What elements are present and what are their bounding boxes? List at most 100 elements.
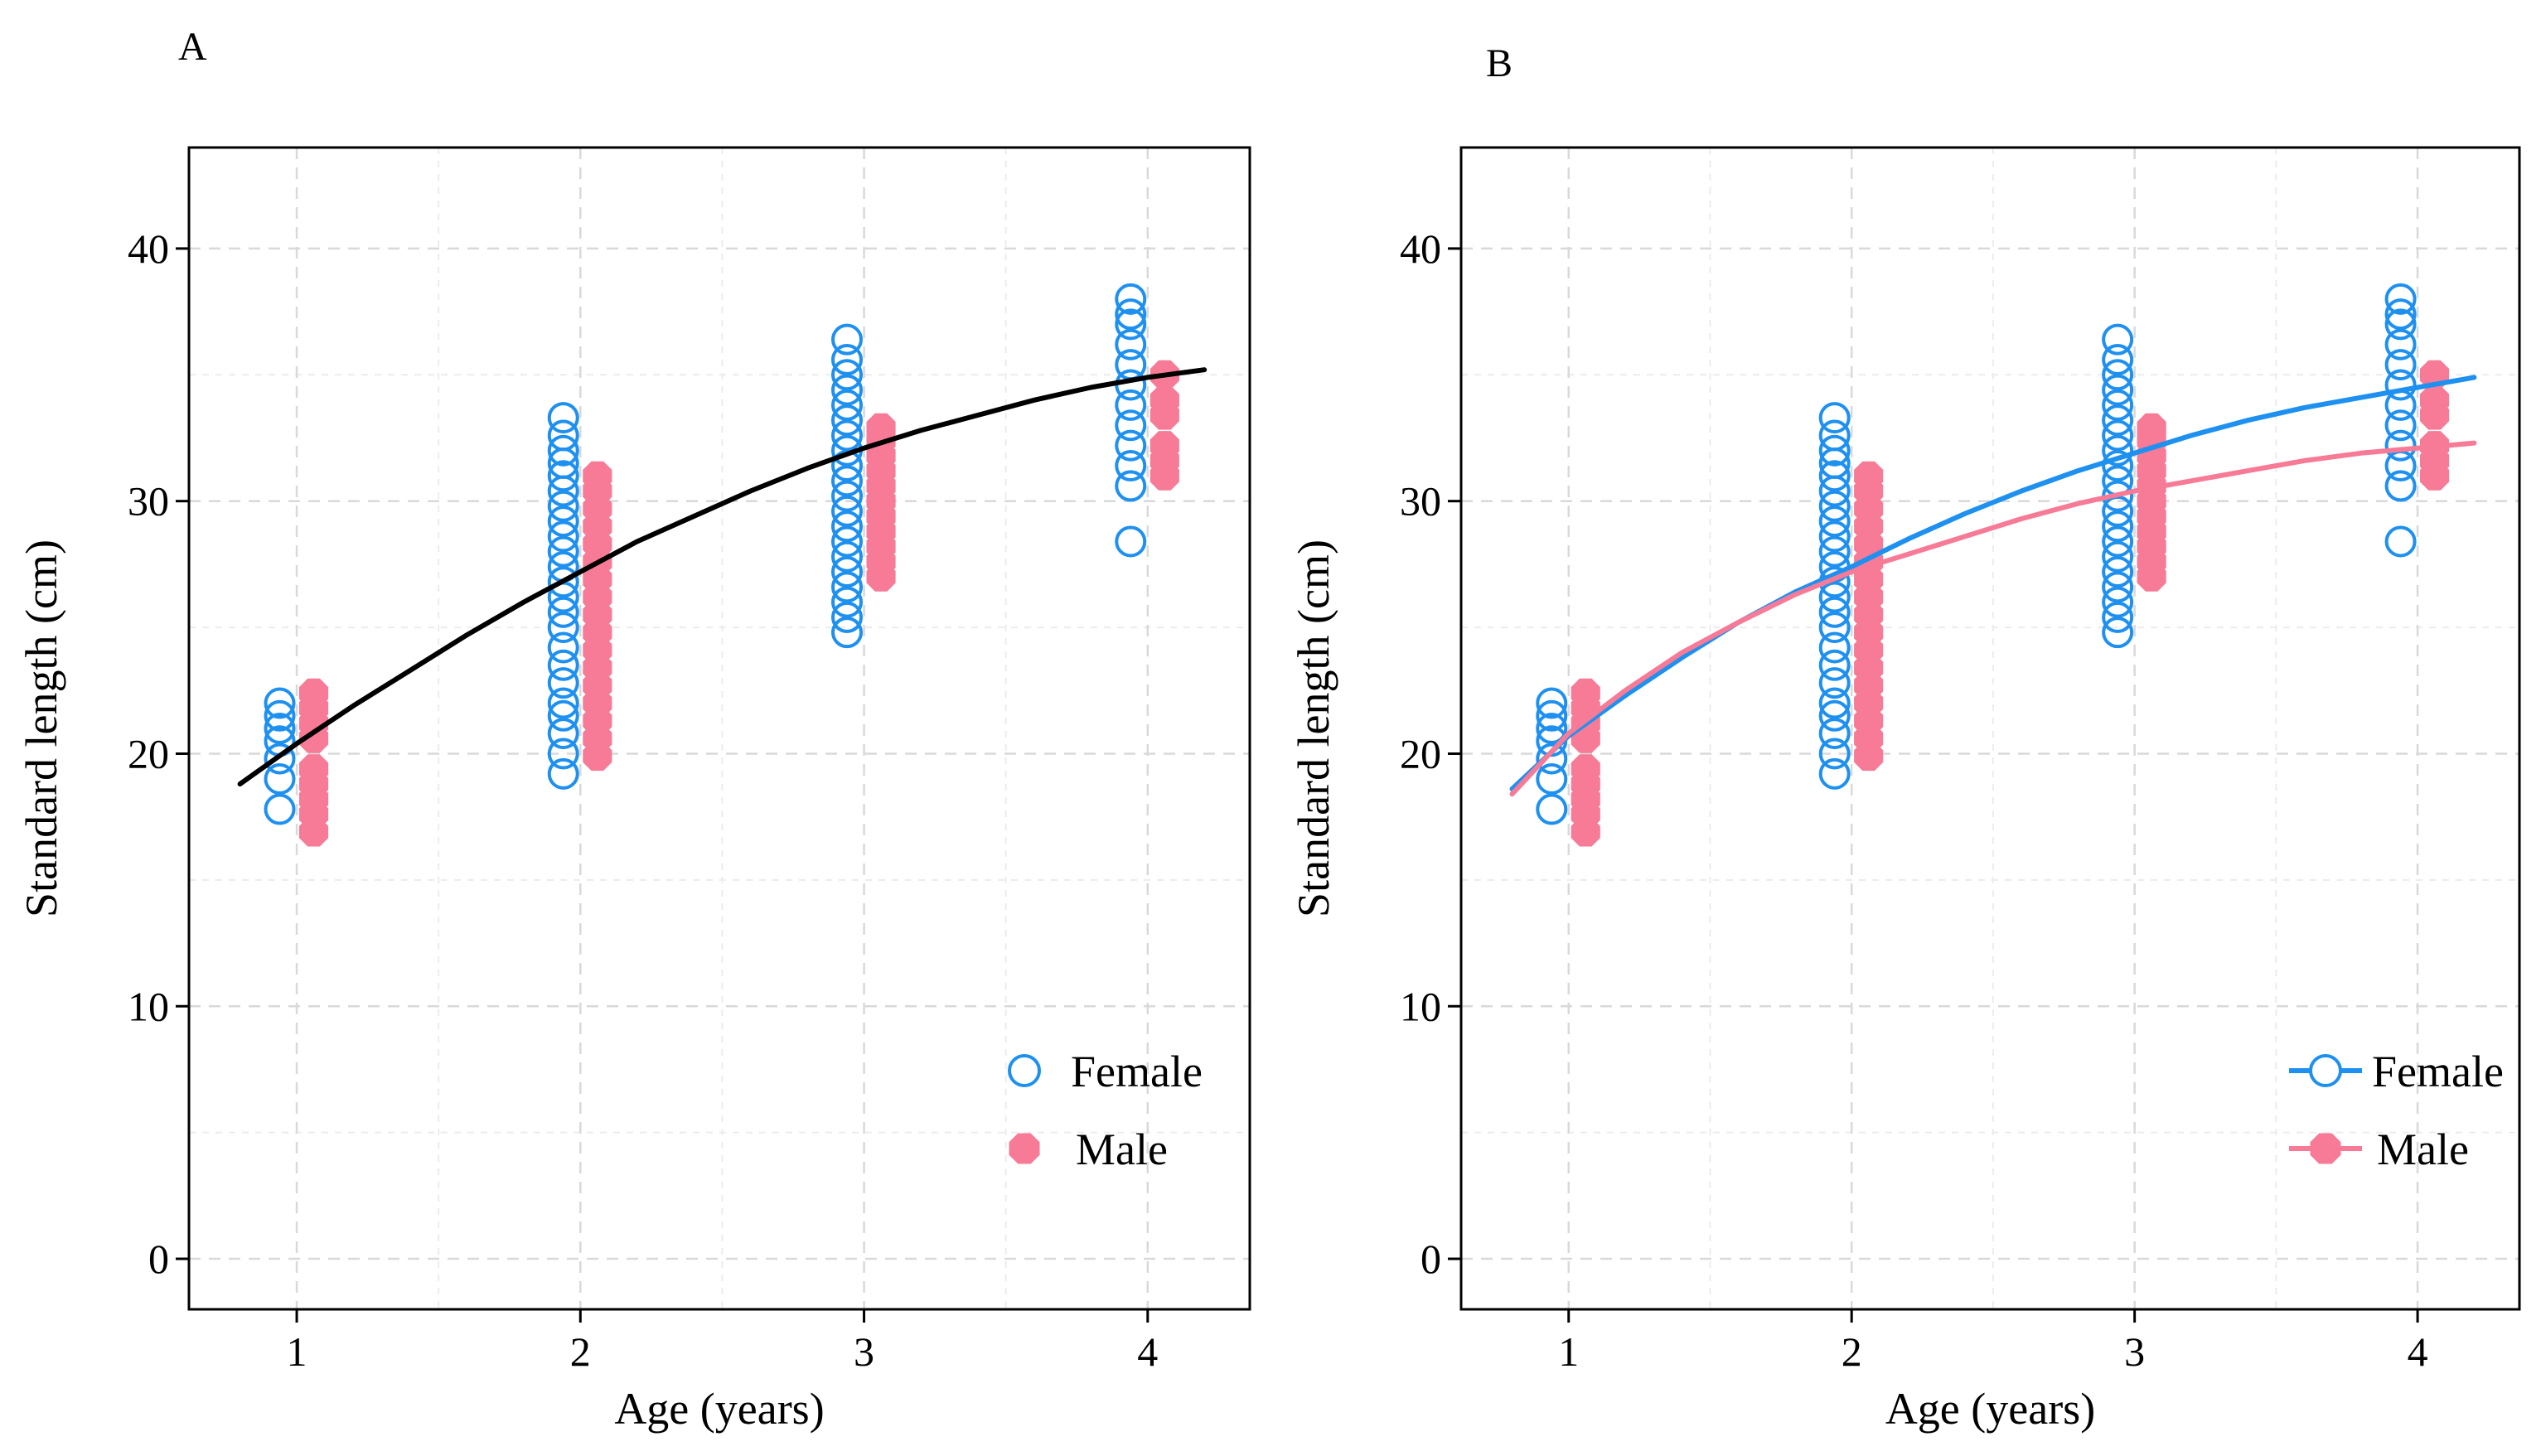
male-point — [1150, 431, 1179, 461]
x-tick-label: 2 — [570, 1328, 591, 1375]
female-point — [1818, 535, 1851, 568]
female-point — [1818, 581, 1851, 613]
female-point — [264, 743, 296, 775]
female-point — [1115, 470, 1147, 502]
female-point — [264, 699, 296, 732]
female-point — [2384, 328, 2417, 360]
male-point — [2137, 413, 2166, 443]
legend-label: Male — [2377, 1125, 2469, 1174]
series-female-age-4 — [1115, 283, 1147, 558]
female-point — [2102, 359, 2134, 391]
series-female-age-3 — [2102, 323, 2134, 649]
female-point — [1115, 298, 1147, 331]
female-point — [1818, 505, 1851, 538]
female-point — [1115, 389, 1147, 421]
female-point — [831, 540, 864, 573]
female-point — [831, 601, 864, 633]
female-point — [547, 460, 579, 492]
male-point — [866, 413, 896, 443]
female-point — [2102, 404, 2134, 437]
female-point — [547, 718, 579, 750]
female-point — [1115, 283, 1147, 315]
female-point — [547, 434, 579, 467]
plot-frame — [187, 146, 1251, 1311]
female-point — [831, 495, 864, 527]
female-point — [1536, 743, 1568, 775]
legend: Female Male — [1008, 1047, 1203, 1174]
female-point — [547, 631, 579, 664]
x-axis-title: Age (years) — [1885, 1384, 2095, 1434]
female-point — [2384, 298, 2417, 331]
female-point — [1818, 738, 1851, 770]
gridlines — [1461, 148, 2519, 1309]
legend-marker-octagon — [1009, 1133, 1040, 1164]
gridlines — [189, 148, 1250, 1309]
plot-frame — [1459, 146, 2521, 1311]
female-point — [2384, 525, 2417, 558]
female-point — [2384, 369, 2417, 401]
female-point — [1818, 419, 1851, 452]
series-male-age-4 — [2420, 360, 2450, 491]
y-axis-title: Standard length (cm) — [17, 539, 66, 917]
female-point — [2384, 283, 2417, 315]
series-female-age-3 — [831, 323, 864, 649]
female-point — [831, 586, 864, 618]
female-point — [2384, 429, 2417, 462]
male-point — [299, 754, 329, 784]
female-point — [2102, 571, 2134, 603]
female-point — [1536, 713, 1568, 744]
series-male-age-2 — [583, 461, 612, 772]
series-female-age-4 — [2384, 283, 2417, 558]
female-point — [2102, 419, 2134, 452]
female-point — [831, 480, 864, 512]
female-point — [2384, 349, 2417, 381]
female-point — [1818, 667, 1851, 699]
female-point — [2102, 374, 2134, 406]
female-point — [831, 359, 864, 391]
fit-line-male — [1509, 440, 2477, 797]
female-point — [1818, 490, 1851, 522]
female-point — [2102, 389, 2134, 421]
y-tick-label: 30 — [128, 478, 169, 525]
series-male-age-1 — [1571, 678, 1600, 847]
female-point — [264, 793, 296, 825]
female-point — [831, 525, 864, 558]
female-point — [1818, 757, 1851, 790]
female-point — [264, 762, 296, 795]
female-point — [831, 323, 864, 356]
female-point — [547, 596, 579, 628]
female-point — [547, 612, 579, 644]
female-point — [2384, 409, 2417, 442]
legend-marker-open-circle — [1008, 1054, 1041, 1087]
x-tick-label: 3 — [854, 1328, 874, 1375]
female-point — [1818, 631, 1851, 664]
female-point — [1115, 409, 1147, 442]
y-tick-label: 20 — [128, 730, 169, 776]
x-tick-label: 2 — [1842, 1328, 1862, 1375]
female-point — [1536, 699, 1568, 732]
legend-item-female: Female — [2289, 1047, 2504, 1096]
male-point — [1571, 754, 1600, 784]
female-point — [547, 667, 579, 699]
legend-item-male: Male — [2289, 1125, 2469, 1174]
female-point — [831, 617, 864, 649]
fit-line-female — [1509, 375, 2477, 792]
female-point — [2102, 601, 2134, 633]
male-point — [1150, 385, 1179, 415]
male-point — [583, 461, 612, 491]
female-point — [1818, 520, 1851, 553]
series-male-age-1 — [299, 678, 329, 847]
y-tick-label: 20 — [1400, 730, 1441, 776]
female-point — [1818, 687, 1851, 719]
x-tick-label: 1 — [1558, 1328, 1579, 1375]
x-tick-label: 3 — [2124, 1328, 2145, 1375]
female-point — [547, 402, 579, 434]
female-point — [1818, 718, 1851, 750]
female-point — [831, 389, 864, 421]
female-point — [547, 699, 579, 732]
